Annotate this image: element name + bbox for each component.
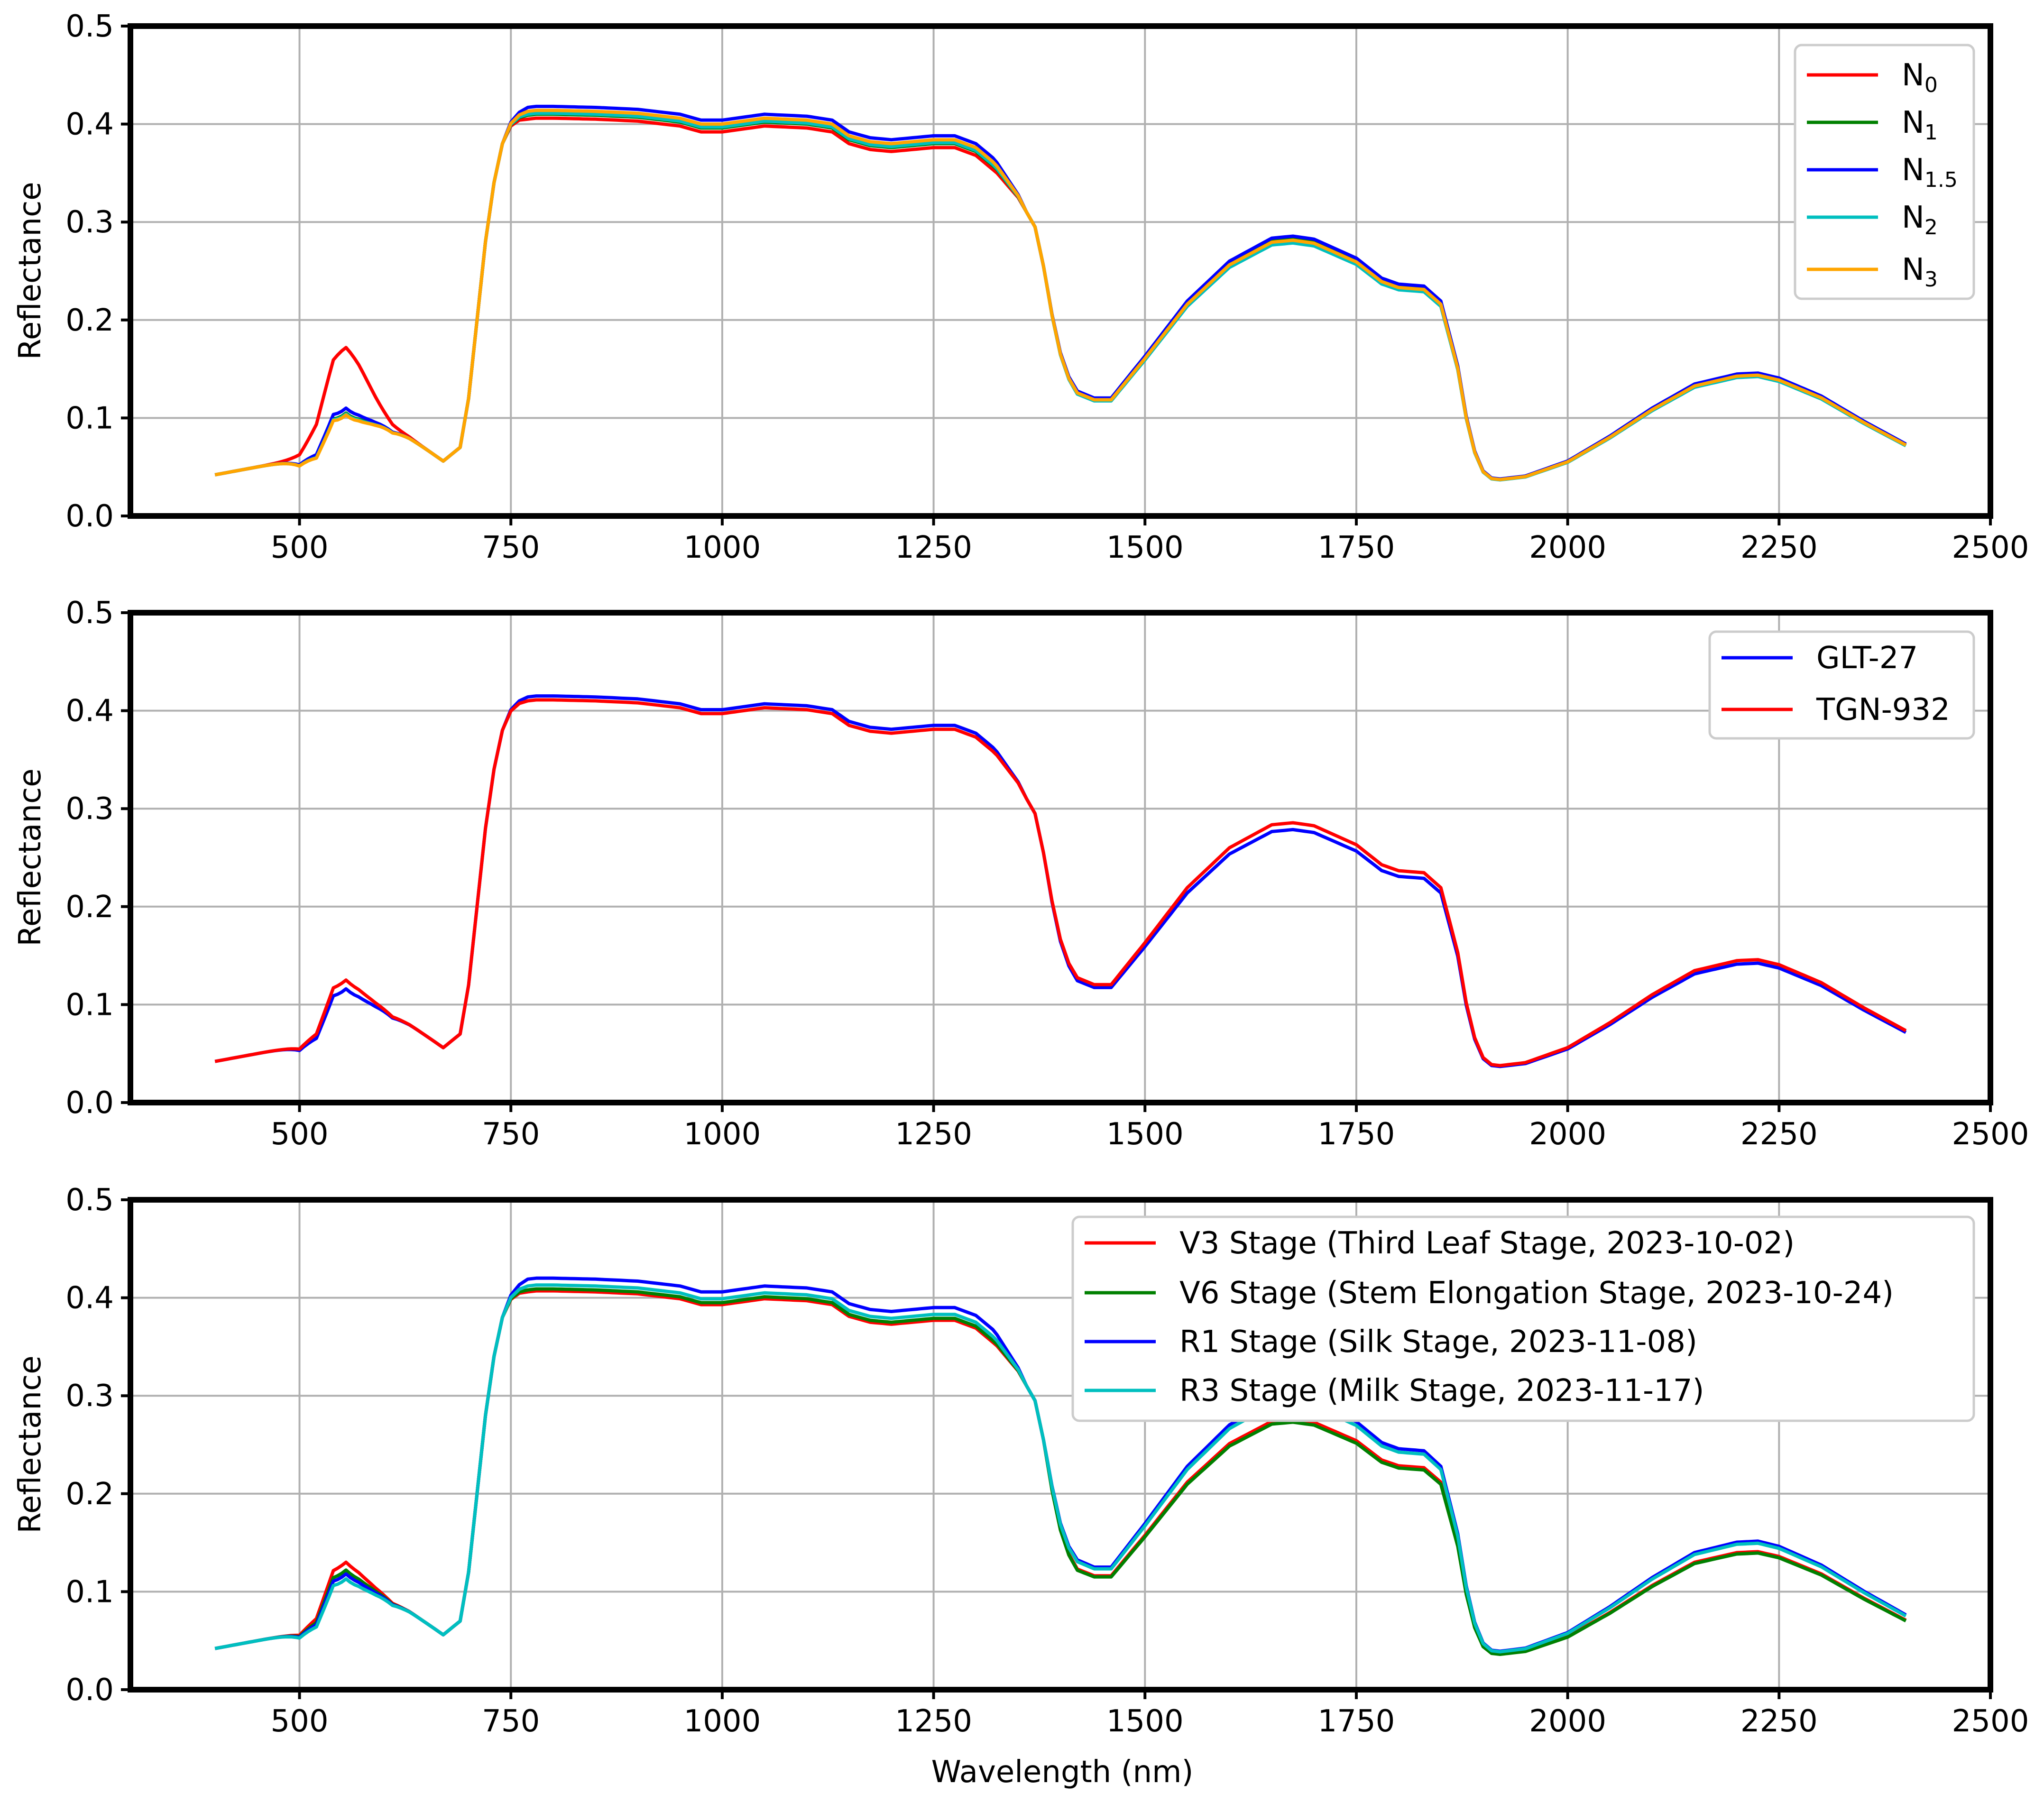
legend-label: N2 xyxy=(1902,200,1938,239)
y-tick-label: 0.3 xyxy=(65,791,114,827)
series-line-2 xyxy=(214,104,1907,481)
x-tick-label: 1000 xyxy=(683,1704,761,1739)
legend-frame xyxy=(1794,44,1975,300)
series-line-3 xyxy=(214,1283,1907,1654)
panel-nitrogen: 500 750 1000 1250 1500 1750 2000 2250 2500 0.0 0.1… xyxy=(13,9,2029,565)
x-tick-label: 1750 xyxy=(1318,530,1395,565)
y-tick-label: 0.1 xyxy=(65,401,114,436)
x-tick-label: 500 xyxy=(270,530,328,565)
panel-variety: 500 750 1000 1250 1500 1750 2000 2250 2500 0.0 0.1… xyxy=(13,596,2029,1152)
panel-variety-series xyxy=(214,694,1907,1068)
legend-label: N3 xyxy=(1902,252,1938,292)
y-tick-label: 0.5 xyxy=(65,1183,114,1218)
series-line-1 xyxy=(214,112,1907,481)
x-tick-label: 750 xyxy=(482,530,540,565)
x-tick-label: 1750 xyxy=(1318,1117,1395,1152)
x-tick-label: 750 xyxy=(482,1117,540,1152)
legend-label: R1 Stage (Silk Stage, 2023-11-08) xyxy=(1179,1325,1697,1360)
x-tick-label: 1000 xyxy=(683,530,761,565)
legend-entry-glt27: GLT-27 xyxy=(1722,641,1918,676)
legend-label: R3 Stage (Milk Stage, 2023-11-17) xyxy=(1179,1373,1704,1408)
legend-entry-n0: N0 xyxy=(1807,58,1938,97)
x-tick-label: 750 xyxy=(482,1704,540,1739)
x-tick-label: 1500 xyxy=(1106,530,1184,565)
legend-entry-v6: V6 Stage (Stem Elongation Stage, 2023-10… xyxy=(1085,1276,1894,1311)
x-tick-label: 2000 xyxy=(1529,1704,1606,1739)
legend-label: GLT-27 xyxy=(1816,641,1918,676)
x-axis-title: Wavelength (nm) xyxy=(931,1755,1194,1790)
legend-entry-r3: R3 Stage (Milk Stage, 2023-11-17) xyxy=(1085,1373,1704,1408)
legend-label: N1 xyxy=(1902,105,1938,145)
legend-entry-n1: N1 xyxy=(1807,105,1938,145)
legend-entry-v3: V3 Stage (Third Leaf Stage, 2023-10-02) xyxy=(1085,1226,1795,1261)
series-line-3 xyxy=(214,111,1907,482)
y-tick-label: 0.5 xyxy=(65,596,114,631)
y-tick-label: 0.0 xyxy=(65,1673,114,1708)
y-tick-label: 0.1 xyxy=(65,987,114,1022)
x-tick-label: 2250 xyxy=(1740,1704,1818,1739)
y-tick-label: 0.1 xyxy=(65,1574,114,1610)
x-tick-label: 2250 xyxy=(1740,530,1818,565)
x-tick-label: 2000 xyxy=(1529,530,1606,565)
legend-entry-n1-5: N1.5 xyxy=(1807,153,1958,192)
x-tick-label: 2500 xyxy=(1952,530,2029,565)
panel-variety-frame xyxy=(128,610,1993,1105)
panel-growth-stage-frame xyxy=(128,1197,1993,1693)
legend-label: V3 Stage (Third Leaf Stage, 2023-10-02) xyxy=(1179,1226,1795,1261)
panel-nitrogen-ylabel: Reflectance xyxy=(13,182,48,359)
y-tick-label: 0.2 xyxy=(65,1477,114,1512)
x-tick-label: 1500 xyxy=(1106,1704,1184,1739)
y-tick-label: 0.4 xyxy=(65,694,114,729)
x-tick-label: 1500 xyxy=(1106,1117,1184,1152)
legend-label: V6 Stage (Stem Elongation Stage, 2023-10… xyxy=(1179,1276,1894,1311)
legend-label: N1.5 xyxy=(1902,153,1958,192)
y-tick-label: 0.0 xyxy=(65,499,114,534)
y-tick-label: 0.4 xyxy=(65,1281,114,1316)
legend-label: N0 xyxy=(1902,58,1938,97)
series-line-4 xyxy=(214,109,1907,481)
panel-growth-stage-series xyxy=(214,1276,1907,1656)
legend-entry-n3: N3 xyxy=(1807,252,1938,292)
y-tick-label: 0.5 xyxy=(65,9,114,44)
x-tick-label: 2500 xyxy=(1952,1704,2029,1739)
legend-nitrogen: N0 N1 N1.5 N2 N3 xyxy=(1794,44,1975,300)
x-tick-label: 2250 xyxy=(1740,1117,1818,1152)
y-tick-label: 0.0 xyxy=(65,1085,114,1121)
panel-growth-stage: 500 750 1000 1250 1500 1750 2000 2250 2500 0.0 0.1… xyxy=(13,1183,2029,1790)
x-tick-label: 2000 xyxy=(1529,1117,1606,1152)
series-line-1 xyxy=(214,698,1907,1067)
panel-growth-stage-ticks: 500 750 1000 1250 1500 1750 2000 2250 2500 0.0 0.1… xyxy=(65,1183,2029,1739)
x-tick-label: 1250 xyxy=(895,530,972,565)
panel-nitrogen-ticks: 500 750 1000 1250 1500 1750 2000 2250 2500 0.0 0.1… xyxy=(65,9,2029,565)
y-tick-label: 0.3 xyxy=(65,205,114,240)
y-tick-label: 0.3 xyxy=(65,1379,114,1414)
x-tick-label: 1250 xyxy=(895,1117,972,1152)
legend-entry-tgn932: TGN-932 xyxy=(1722,692,1950,727)
legend-frame xyxy=(1071,1215,1975,1422)
x-tick-label: 1000 xyxy=(683,1117,761,1152)
legend-entry-r1: R1 Stage (Silk Stage, 2023-11-08) xyxy=(1085,1325,1697,1360)
y-tick-label: 0.2 xyxy=(65,890,114,925)
legend-entry-n2: N2 xyxy=(1807,200,1938,239)
x-tick-label: 1250 xyxy=(895,1704,972,1739)
legend-growth-stage: V3 Stage (Third Leaf Stage, 2023-10-02) … xyxy=(1071,1215,1975,1422)
panel-nitrogen-frame xyxy=(128,23,1993,519)
series-line-0 xyxy=(214,694,1907,1068)
panel-nitrogen-series xyxy=(214,104,1907,482)
x-tick-label: 2500 xyxy=(1952,1117,2029,1152)
series-line-0 xyxy=(214,116,1907,482)
x-tick-label: 1750 xyxy=(1318,1704,1395,1739)
y-tick-label: 0.2 xyxy=(65,303,114,338)
x-tick-label: 500 xyxy=(270,1704,328,1739)
legend-label: TGN-932 xyxy=(1816,692,1950,727)
panel-variety-ticks: 500 750 1000 1250 1500 1750 2000 2250 2500 0.0 0.1… xyxy=(65,596,2029,1152)
y-tick-label: 0.4 xyxy=(65,107,114,142)
panel-nitrogen-grid xyxy=(130,25,1991,517)
x-tick-label: 500 xyxy=(270,1117,328,1152)
panel-growth-stage-ylabel: Reflectance xyxy=(13,1355,48,1533)
panel-variety-ylabel: Reflectance xyxy=(13,768,48,946)
legend-variety: GLT-27 TGN-932 xyxy=(1708,630,1975,740)
